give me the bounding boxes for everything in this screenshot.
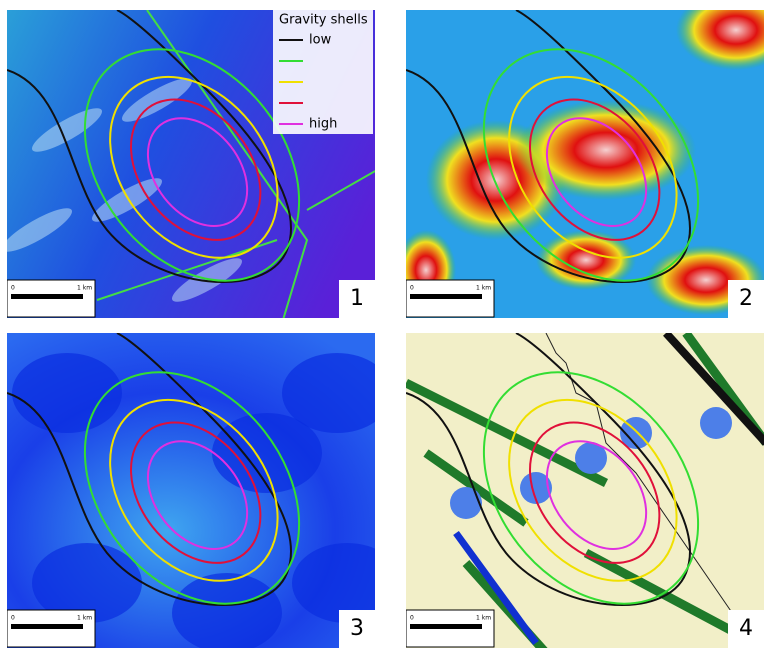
- scale-bar: [410, 294, 482, 299]
- legend-box: [273, 10, 373, 134]
- legend: Gravity shells low high: [273, 10, 373, 134]
- blob: [282, 353, 392, 433]
- scale-start: 0: [11, 615, 15, 622]
- panel-number: 3: [350, 616, 364, 641]
- legend-label: high: [309, 117, 337, 132]
- scale-bar: [11, 624, 83, 629]
- scale-end: 1 km: [476, 615, 491, 622]
- scale-start: 0: [410, 285, 414, 292]
- panel-number: 1: [350, 286, 364, 311]
- figure: 0 1 km 1 0 1 km 2 0 1 km 3 0 1 km 4 Gravity shells lo…: [0, 0, 764, 650]
- scale-start: 0: [410, 615, 414, 622]
- scale-end: 1 km: [77, 285, 92, 292]
- scale-end: 1 km: [476, 285, 491, 292]
- legend-label: low: [309, 33, 332, 48]
- legend-title: Gravity shells: [279, 13, 368, 28]
- blob: [172, 573, 282, 650]
- map-panel: 0 1 km 3: [7, 330, 407, 650]
- scale-end: 1 km: [77, 615, 92, 622]
- panel-number: 4: [739, 616, 753, 641]
- panel-number: 2: [739, 286, 753, 311]
- scale-bar: [11, 294, 83, 299]
- map-panel: 0 1 km 4: [406, 330, 764, 650]
- scale-bar: [410, 624, 482, 629]
- map-panel: 0 1 km 2: [396, 0, 764, 340]
- intrusion: [700, 407, 732, 439]
- scale-start: 0: [11, 285, 15, 292]
- intrusion: [450, 487, 482, 519]
